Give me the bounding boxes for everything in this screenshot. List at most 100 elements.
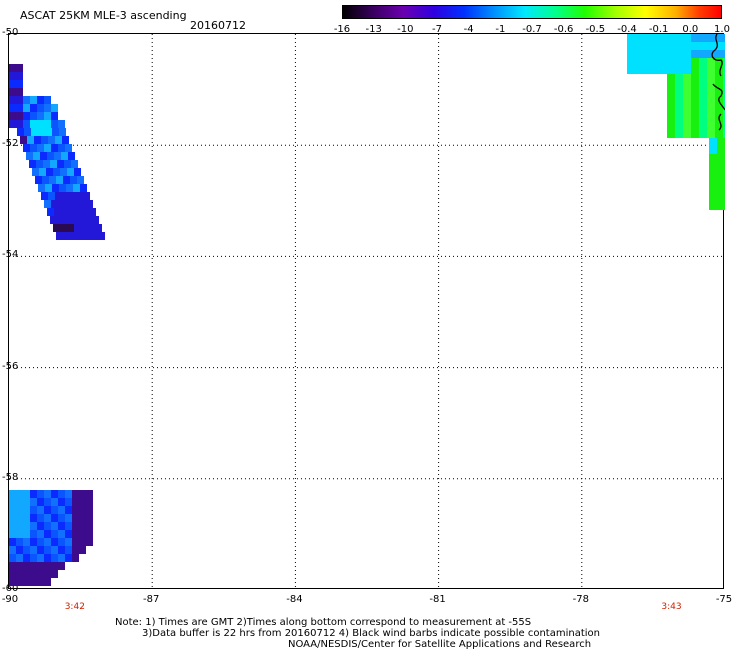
swath-cell xyxy=(44,120,51,128)
swath-cell xyxy=(635,50,643,58)
swath-cell xyxy=(707,122,715,130)
swath-cell xyxy=(32,168,39,176)
swath-cell xyxy=(30,578,37,586)
swath-cell xyxy=(9,490,16,498)
swath-cell xyxy=(66,184,73,192)
swath-cell xyxy=(699,58,707,66)
swath-cell xyxy=(51,104,58,112)
swath-cell xyxy=(23,120,30,128)
y-tick-label: -52 xyxy=(2,138,19,150)
colorbar-label: -0.1 xyxy=(648,24,669,35)
swath-cell xyxy=(23,570,30,578)
swath-cell xyxy=(23,96,30,104)
swath-cell xyxy=(58,506,65,514)
swath-cell xyxy=(717,194,725,202)
swath-cell xyxy=(37,546,44,554)
swath-cell xyxy=(37,538,44,546)
swath-cell xyxy=(86,538,93,546)
swath-cell xyxy=(37,570,44,578)
swath-cell xyxy=(651,58,659,66)
swath-cell xyxy=(9,506,16,514)
swath-cell xyxy=(29,160,36,168)
swath-cell xyxy=(9,104,16,112)
swath-cell xyxy=(691,114,699,122)
swath-cell xyxy=(683,42,691,50)
swath-cell xyxy=(61,208,68,216)
swath-cell xyxy=(37,530,44,538)
swath-cell xyxy=(675,34,683,42)
x-tick-label: -84 xyxy=(286,594,303,605)
swath-cell xyxy=(20,136,27,144)
swath-cell xyxy=(9,498,16,506)
swath-cell xyxy=(709,154,717,162)
swath-cell xyxy=(44,96,51,104)
swath-cell xyxy=(37,498,44,506)
swath-cell xyxy=(65,546,72,554)
swath-cell xyxy=(57,216,64,224)
swath-cell xyxy=(71,216,78,224)
swath-cell xyxy=(30,562,37,570)
swath-cell xyxy=(44,514,51,522)
swath-cell xyxy=(16,80,23,88)
swath-cell xyxy=(643,66,651,74)
x-tick-label: -90 xyxy=(1,594,19,605)
swath-cell xyxy=(43,160,50,168)
swath-cell xyxy=(23,578,30,586)
swath-cell xyxy=(659,66,667,74)
swath-cell xyxy=(49,176,56,184)
swath-cell xyxy=(723,66,731,74)
swath-cell xyxy=(627,34,635,42)
swath-cell xyxy=(723,90,731,98)
swath-cell xyxy=(47,208,54,216)
swath-cell xyxy=(691,58,699,66)
swath-cell xyxy=(9,570,16,578)
swath-cell xyxy=(9,554,16,562)
y-tick-label: -50 xyxy=(2,27,19,38)
swath-cell xyxy=(651,34,659,42)
swath-cell xyxy=(70,176,77,184)
swath-cell xyxy=(30,546,37,554)
swath-cell xyxy=(37,554,44,562)
swath-cell xyxy=(68,152,75,160)
swath-cell xyxy=(707,58,715,66)
colorbar-label: -16 xyxy=(333,24,351,35)
swath-cell xyxy=(667,58,675,66)
swath-cell xyxy=(715,90,723,98)
coastline-path xyxy=(711,33,723,77)
colorbar xyxy=(342,5,722,19)
swath-cell xyxy=(667,34,675,42)
colorbar-label: 1.0 xyxy=(714,24,730,35)
swath-cell xyxy=(667,50,675,58)
swath-cell xyxy=(74,168,81,176)
swath-cell xyxy=(30,570,37,578)
swath-cell xyxy=(65,530,72,538)
swath-cell xyxy=(675,58,683,66)
swath-cell xyxy=(70,232,77,240)
swath-cell xyxy=(51,538,58,546)
swath-cell xyxy=(23,522,30,530)
swath-cell xyxy=(691,66,699,74)
x-tick-label: -78 xyxy=(572,594,589,605)
swath-cell xyxy=(683,82,691,90)
swath-cell xyxy=(16,112,23,120)
plot-title: ASCAT 25KM MLE-3 ascending xyxy=(20,9,187,22)
swath-cell xyxy=(723,58,731,66)
swath-cell xyxy=(707,98,715,106)
swath-cell xyxy=(58,530,65,538)
swath-cell xyxy=(16,578,23,586)
swath-cell xyxy=(51,530,58,538)
swath-cell xyxy=(65,538,72,546)
swath-cell xyxy=(77,176,84,184)
swath-cell xyxy=(675,130,683,138)
swath-cell xyxy=(86,514,93,522)
swath-cell xyxy=(71,160,78,168)
swath-cell xyxy=(715,34,723,42)
swath-cell xyxy=(86,506,93,514)
swath-cell xyxy=(37,120,44,128)
swath-cell xyxy=(723,122,731,130)
swath-cell xyxy=(715,74,723,82)
swath-cell xyxy=(44,530,51,538)
swath-cell xyxy=(44,562,51,570)
swath-cell xyxy=(79,506,86,514)
